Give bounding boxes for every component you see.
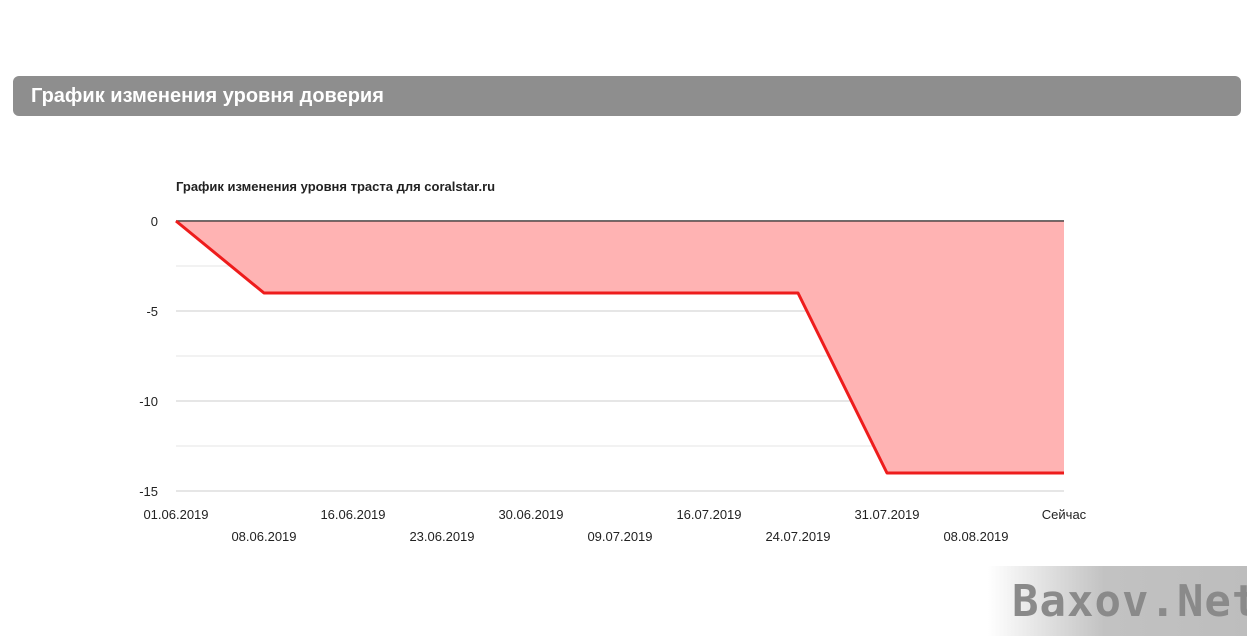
- axis-labels: 0 -5 -10 -15 01.06.2019 08.06.2019 16.06.2019 2…: [139, 214, 1086, 544]
- section-title: График изменения уровня доверия: [31, 85, 384, 107]
- x-tick-label: 08.06.2019: [231, 529, 296, 544]
- y-tick-label: 0: [151, 214, 158, 229]
- x-tick-label: 31.07.2019: [854, 507, 919, 522]
- y-tick-label: -5: [146, 304, 158, 319]
- x-tick-label: 16.06.2019: [320, 507, 385, 522]
- y-tick-label: -15: [139, 484, 158, 499]
- x-tick-label: 08.08.2019: [943, 529, 1008, 544]
- x-tick-label: Сейчас: [1042, 507, 1087, 522]
- x-tick-label: 24.07.2019: [765, 529, 830, 544]
- x-tick-label: 23.06.2019: [409, 529, 474, 544]
- watermark-text: Baxov.Net: [1012, 576, 1247, 627]
- area-layer: [175, 219, 1065, 475]
- x-tick-label: 30.06.2019: [498, 507, 563, 522]
- y-tick-label: -10: [139, 394, 158, 409]
- watermark-logo: Baxov.Net: [988, 566, 1247, 636]
- x-tick-label: 16.07.2019: [676, 507, 741, 522]
- chart-title: График изменения уровня траста для coral…: [176, 179, 495, 194]
- section-header: График изменения уровня доверия: [13, 76, 1241, 116]
- x-tick-label: 09.07.2019: [587, 529, 652, 544]
- x-tick-label: 01.06.2019: [143, 507, 208, 522]
- area-fill: [176, 221, 1064, 473]
